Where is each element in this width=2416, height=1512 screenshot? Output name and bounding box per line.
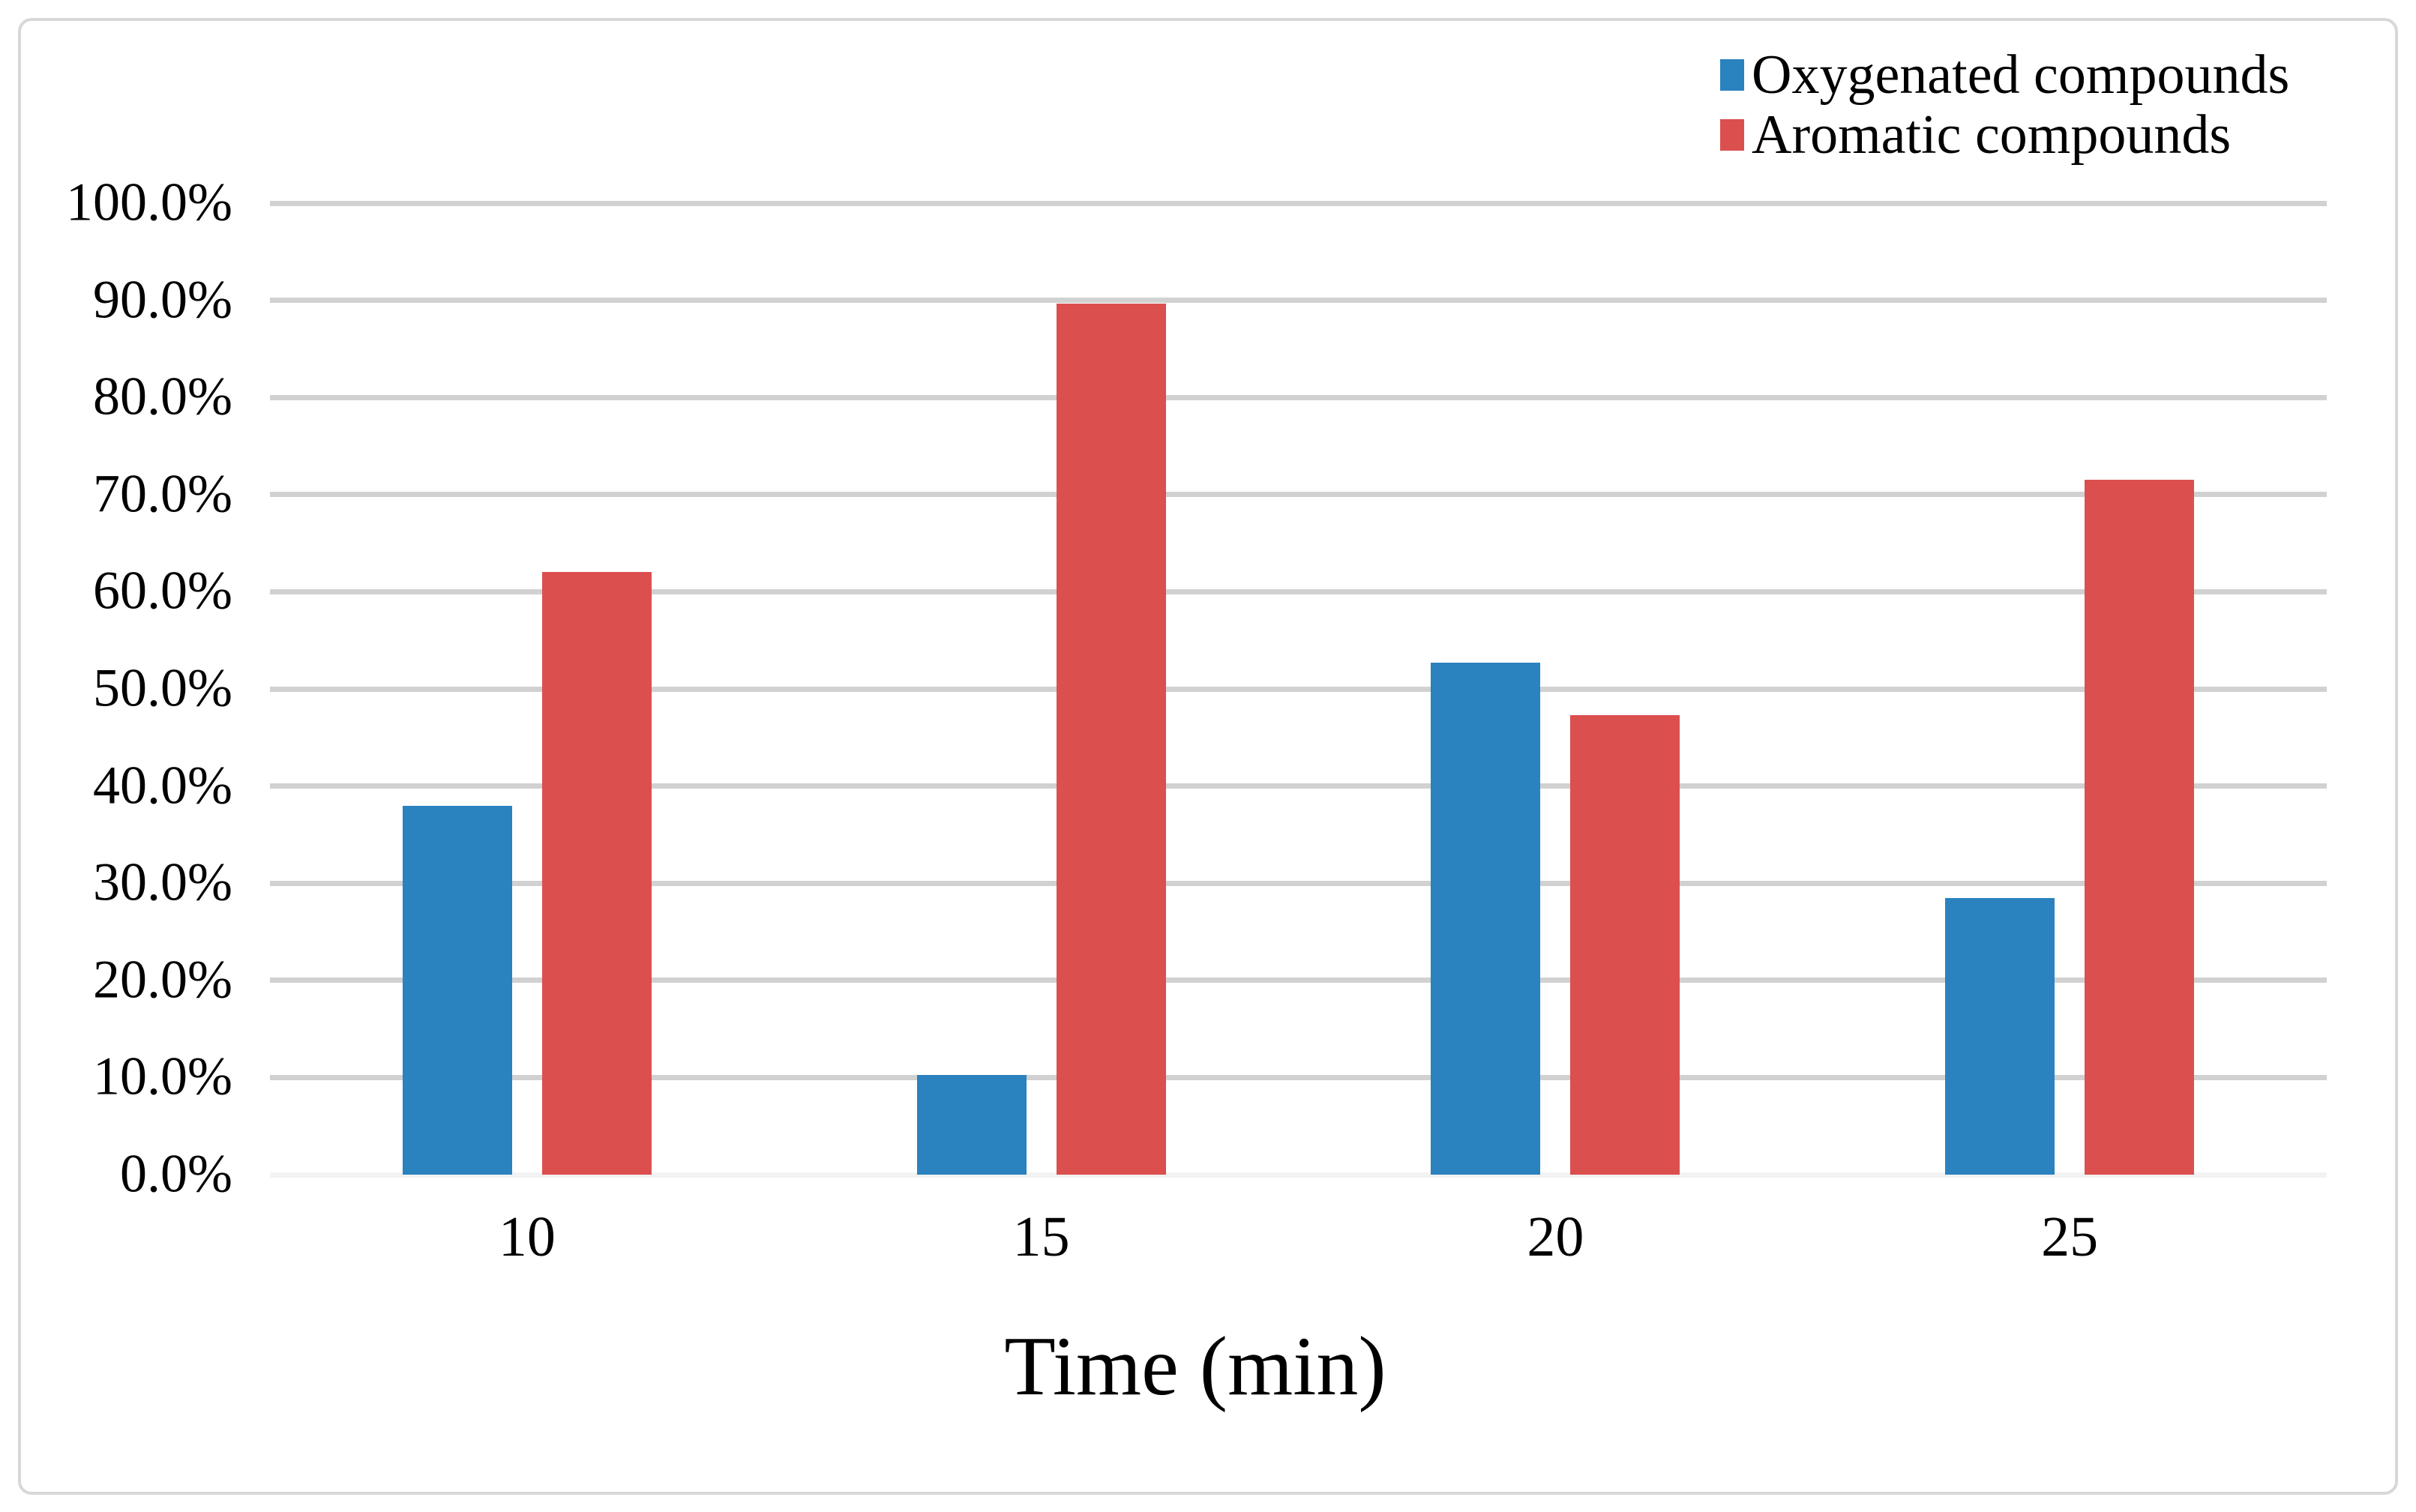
gridline	[270, 588, 2327, 594]
plot-area	[270, 200, 2327, 1178]
gridline	[270, 1074, 2327, 1080]
x-axis-title: Time (min)	[1004, 1320, 1386, 1413]
y-tick-label: 0.0%	[120, 1143, 232, 1204]
bar-aromatic-compounds-15min	[1056, 303, 1166, 1175]
bar-oxygenated-compounds-10min	[402, 805, 512, 1175]
legend-item-aromatic: Aromatic compounds	[1720, 105, 2289, 165]
bar-oxygenated-compounds-20min	[1431, 663, 1541, 1175]
gridline	[270, 492, 2327, 498]
bar-oxygenated-compounds-25min	[1945, 897, 2055, 1175]
gridline	[270, 394, 2327, 400]
legend-swatch-blue-icon	[1720, 59, 1744, 91]
y-tick-label: 70.0%	[93, 463, 232, 524]
x-tick-label: 15	[1012, 1205, 1070, 1268]
legend-swatch-red-icon	[1720, 119, 1744, 151]
gridline	[270, 880, 2327, 886]
x-axis: 10 15 20 25	[270, 1208, 2327, 1291]
gridline	[270, 783, 2327, 789]
y-tick-label: 80.0%	[93, 366, 232, 427]
legend-label: Aromatic compounds	[1752, 104, 2232, 166]
y-tick-label: 40.0%	[93, 755, 232, 816]
bar-aromatic-compounds-20min	[1570, 715, 1680, 1175]
zero-gridline	[270, 1172, 2327, 1178]
gridline	[270, 298, 2327, 304]
x-tick-label: 25	[2041, 1205, 2099, 1268]
y-tick-label: 10.0%	[93, 1046, 232, 1106]
gridline	[270, 686, 2327, 692]
y-tick-label: 100.0%	[66, 172, 232, 232]
legend-label: Oxygenated compounds	[1752, 44, 2290, 106]
y-tick-label: 90.0%	[93, 269, 232, 330]
legend: Oxygenated compounds Aromatic compounds	[1720, 45, 2289, 165]
y-axis: 100.0% 90.0% 80.0% 70.0% 60.0% 50.0% 40.0% 30.0…	[0, 0, 232, 1512]
y-tick-label: 60.0%	[93, 560, 232, 621]
x-tick-label: 20	[1527, 1205, 1584, 1268]
gridline	[270, 978, 2327, 984]
x-tick-label: 10	[498, 1205, 556, 1268]
bar-oxygenated-compounds-15min	[916, 1074, 1027, 1175]
legend-item-oxygenated: Oxygenated compounds	[1720, 45, 2289, 105]
figure-border	[18, 18, 2398, 1495]
bar-aromatic-compounds-10min	[541, 572, 652, 1175]
y-tick-label: 30.0%	[93, 852, 232, 912]
gridline	[270, 200, 2327, 206]
bar-aromatic-compounds-25min	[2085, 480, 2195, 1175]
y-tick-label: 50.0%	[93, 657, 232, 718]
y-tick-label: 20.0%	[93, 949, 232, 1010]
